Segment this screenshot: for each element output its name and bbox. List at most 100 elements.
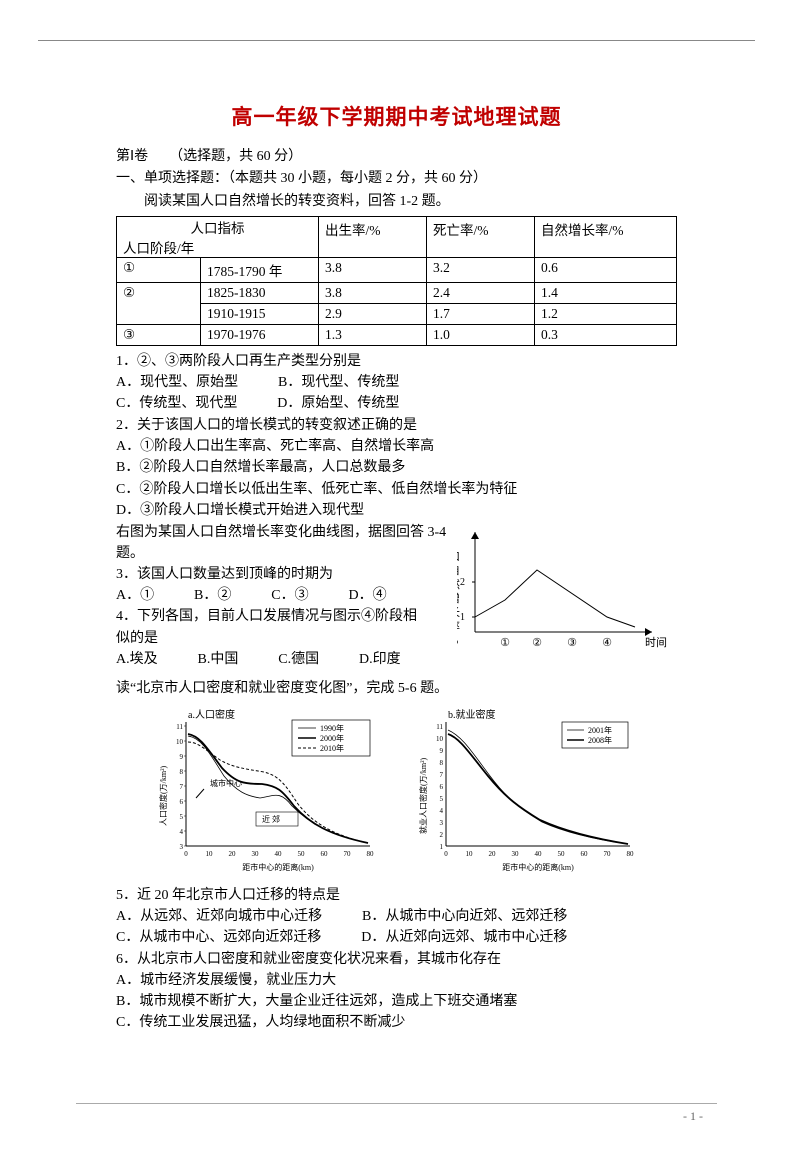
svg-text:50: 50 [297,850,305,858]
svg-text:40: 40 [534,850,542,858]
svg-text:10: 10 [176,738,184,746]
svg-text:7: 7 [439,771,443,779]
svg-text:70: 70 [343,850,351,858]
svg-text:80: 80 [626,850,634,858]
q2-opt-a: A．①阶段人口出生率高、死亡率高、自然增长率高 [116,437,677,457]
svg-text:人口密度(万/km²): 人口密度(万/km²) [158,765,168,826]
svg-text:5: 5 [179,813,183,821]
table-row: ③ 1970-1976 1.3 1.0 0.3 [117,324,677,345]
svg-text:30: 30 [511,850,519,858]
svg-text:1: 1 [460,612,465,623]
svg-text:③: ③ [567,637,577,649]
passage-1: 阅读某国人口自然增长的转变资料，回答 1-2 题。 [116,192,677,212]
svg-text:2: 2 [460,577,465,588]
header-birth: 出生率/% [319,216,427,257]
svg-text:长: 长 [457,606,460,619]
svg-text:自: 自 [457,564,460,577]
svg-text:④: ④ [602,637,612,649]
svg-text:2: 2 [439,831,443,839]
svg-text:6: 6 [179,798,183,806]
header-indicator-bottom: 人口阶段/年 [123,237,312,257]
svg-text:20: 20 [488,850,496,858]
svg-text:4: 4 [439,807,443,815]
svg-text:11: 11 [436,723,443,731]
svg-text:8: 8 [439,759,443,767]
svg-text:就业人口密度(万/km²): 就业人口密度(万/km²) [418,757,428,834]
svg-text:50: 50 [557,850,565,858]
table-row: ① 1785-1790 年 3.8 3.2 0.6 [117,257,677,282]
passage-2: 右图为某国人口自然增长率变化曲线图，据图回答 3-4 题。 [116,523,457,564]
q2-stem: 2．关于该国人口的增长模式的转变叙述正确的是 [116,416,677,436]
svg-text:1990年: 1990年 [320,723,344,733]
svg-text:①: ① [500,637,510,649]
header-growth: 自然增长率/% [535,216,677,257]
svg-text:1: 1 [439,843,443,851]
svg-text:然: 然 [457,577,460,591]
svg-text:a.人口密度: a.人口密度 [188,708,235,721]
beijing-chart-b: b.就业密度 2001年 2008年 123 456 789 1011 0102… [412,706,642,876]
q5-stem: 5．近 20 年北京市人口迁移的特点是 [116,886,677,906]
svg-text:11: 11 [176,723,183,731]
footer-divider [76,1103,717,1104]
svg-text:3: 3 [179,843,183,851]
q4-stem-a: 4．下列各国，目前人口发展情况与图示④阶段相 [116,607,457,627]
svg-text:0: 0 [184,850,188,858]
svg-text:20: 20 [228,850,236,858]
table-header-row: 人口指标 人口阶段/年 出生率/% 死亡率/% 自然增长率/% [117,216,677,257]
q4-stem-b: 似的是 [116,629,457,649]
svg-text:30: 30 [251,850,259,858]
svg-text:6: 6 [439,783,443,791]
beijing-chart-a: a.人口密度 1990年 2000年 2010年 345 678 91011 [152,706,382,876]
q2-opt-c: C．②阶段人口增长以低出生率、低死亡率、低自然增长率为特征 [116,480,677,500]
svg-text:60: 60 [580,850,588,858]
q6-opt-a: A．城市经济发展缓慢，就业压力大 [116,971,677,991]
passage-3: 读“北京市人口密度和就业密度变化图”，完成 5-6 题。 [116,679,677,699]
q2-opt-b: B．②阶段人口自然增长率最高，人口总数最多 [116,458,677,478]
svg-text:时间: 时间 [645,636,667,649]
svg-text:60: 60 [320,850,328,858]
instruction: 一、单项选择题：（本题共 30 小题，每小题 2 分，共 60 分） [116,169,677,189]
svg-text:口: 口 [457,551,460,563]
beijing-charts: a.人口密度 1990年 2000年 2010年 345 678 91011 [116,706,677,876]
exam-title: 高一年级下学期期中考试地理试题 [116,101,677,131]
svg-text:②: ② [532,637,542,649]
q5-opts-ab: A．从远郊、近郊向城市中心迁移 B．从城市中心向近郊、远郊迁移 [116,907,677,927]
svg-text:4: 4 [179,828,183,836]
q3-q4-block: 右图为某国人口自然增长率变化曲线图，据图回答 3-4 题。 3．该国人口数量达到… [116,522,677,671]
q1-stem: 1．②、③两阶段人口再生产类型分别是 [116,352,677,372]
population-table: 人口指标 人口阶段/年 出生率/% 死亡率/% 自然增长率/% ① 1785-1… [116,216,677,346]
svg-text:70: 70 [603,850,611,858]
q6-stem: 6．从北京市人口密度和就业密度变化状况来看，其城市化存在 [116,950,677,970]
svg-text:0: 0 [444,850,448,858]
svg-text:5: 5 [439,795,443,803]
svg-text:城市中心: 城市中心 [210,778,242,788]
svg-text:9: 9 [439,747,443,755]
svg-text:10: 10 [205,850,213,858]
svg-text:近 郊: 近 郊 [262,814,280,824]
q3-stem: 3．该国人口数量达到顶峰的时期为 [116,565,457,585]
q4-opts: A.埃及 B.中国 C.德国 D.印度 [116,650,457,670]
q5-opts-cd: C．从城市中心、远郊向近郊迁移 D．从近郊向远郊、城市中心迁移 [116,928,677,948]
svg-text:距市中心的距离(km): 距市中心的距离(km) [242,862,314,872]
svg-text:2010年: 2010年 [320,743,344,753]
header-death: 死亡率/% [427,216,535,257]
svg-text:b.就业密度: b.就业密度 [448,708,496,721]
svg-text:9: 9 [179,753,183,761]
table-row: ② 1825-1830 3.8 2.4 1.4 [117,282,677,303]
page: 高一年级下学期期中考试地理试题 第Ⅰ卷 （选择题，共 60 分） 一、单项选择题… [38,40,755,1075]
svg-text:距市中心的距离(km): 距市中心的距离(km) [502,862,574,872]
svg-text:10: 10 [465,850,473,858]
svg-text:7: 7 [179,783,183,791]
section-heading: 第Ⅰ卷 （选择题，共 60 分） [116,147,677,167]
svg-text:3: 3 [439,819,443,827]
q6-opt-b: B．城市规模不断扩大，大量企业迁往远郊，造成上下班交通堵塞 [116,992,677,1012]
svg-text:2001年: 2001年 [588,725,612,735]
q1-opts-cd: C．传统型、现代型 D．原始型、传统型 [116,394,677,414]
svg-text:8: 8 [179,768,183,776]
header-indicator-top: 人口指标 [123,217,312,237]
growth-rate-chart: 1 2 ① ② ③ ④ 时间 人 口 自 然 增 长 率 % [457,522,667,667]
q1-opts-ab: A．现代型、原始型 B．现代型、传统型 [116,373,677,393]
q6-opt-c: C．传统工业发展迅猛，人均绿地面积不断减少 [116,1013,677,1033]
svg-text:率: 率 [457,619,460,633]
svg-text:10: 10 [436,735,444,743]
